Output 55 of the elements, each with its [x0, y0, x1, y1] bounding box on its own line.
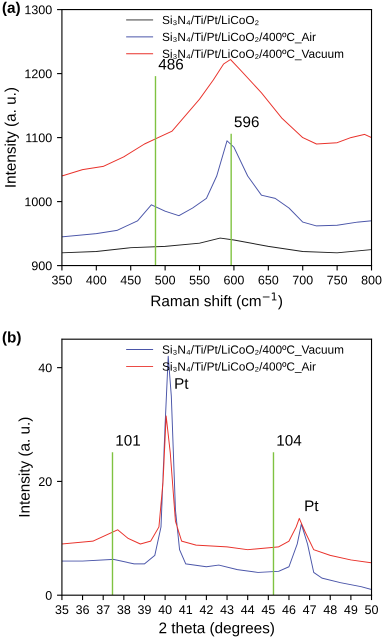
x-tick-label: 41 — [179, 605, 192, 614]
x-tick-label: 38 — [117, 605, 130, 614]
y-axis-title: Intensity (a. u.) — [4, 88, 19, 187]
legend-label: Si₃N₄/Ti/Pt/LiCoO₂/400ºC_Vacuum — [162, 345, 344, 356]
x-tick-label: 37 — [96, 605, 110, 614]
x-tick-label: 43 — [220, 605, 234, 614]
x-tick-label: 46 — [282, 605, 296, 614]
x-tick-label: 450 — [120, 276, 141, 285]
annotation: Pt — [175, 378, 188, 389]
chart-title: (a) — [2, 2, 20, 16]
annotation: 596 — [234, 116, 259, 128]
annotation: 486 — [158, 58, 184, 70]
x-tick-label: 800 — [362, 276, 382, 285]
x-tick-label: 600 — [224, 276, 244, 285]
y-tick-label: 40 — [38, 363, 52, 372]
x-tick-label: 39 — [138, 605, 151, 614]
x-tick-label: 48 — [324, 605, 337, 614]
line-series — [62, 238, 372, 254]
x-tick-label: 44 — [241, 605, 254, 614]
x-tick-label: 45 — [262, 605, 275, 614]
x-tick-label: 750 — [327, 276, 348, 285]
x-tick-label: 400 — [86, 276, 106, 285]
line-series — [62, 356, 372, 590]
y-tick-label: 0 — [46, 591, 52, 600]
legend-label: Si₃N₄/Ti/Pt/LiCoO₂/400ºC_Vacuum — [162, 49, 344, 60]
x-axis-title: Raman shift (cm$^{−1}$) — [152, 292, 282, 310]
y-tick-label: 1000 — [25, 197, 52, 206]
x-axis-title: 2 theta (degrees) — [159, 622, 274, 636]
y-axis-title: Intensity (a. u.) — [18, 418, 33, 516]
y-tick-label: 1300 — [25, 5, 52, 14]
x-tick-label: 350 — [52, 276, 72, 285]
line-series — [62, 416, 372, 564]
annotation: 104 — [277, 434, 302, 446]
y-tick-label: 1100 — [26, 133, 52, 142]
x-tick-label: 42 — [200, 605, 213, 614]
y-tick-label: 1200 — [25, 69, 52, 78]
x-tick-label: 47 — [302, 605, 316, 614]
x-tick-label: 35 — [55, 605, 68, 614]
chart-title: (b) — [2, 331, 21, 346]
annotation: 101 — [116, 434, 140, 446]
x-tick-label: 50 — [365, 605, 378, 614]
line-series — [62, 140, 372, 238]
legend-label: Si₃N₄/Ti/Pt/LiCoO₂/400ºC_Air — [162, 32, 316, 44]
legend-label: Si₃N₄/Ti/Pt/LiCoO₂ — [162, 16, 259, 26]
y-tick-label: 20 — [38, 477, 52, 486]
x-tick-label: 650 — [258, 276, 278, 285]
x-tick-label: 36 — [76, 605, 89, 614]
y-tick-label: 900 — [32, 261, 52, 270]
x-tick-label: 40 — [158, 605, 172, 614]
x-tick-label: 550 — [190, 276, 210, 285]
x-tick-label: 700 — [292, 276, 313, 285]
annotation: Pt — [305, 500, 318, 512]
x-tick-label: 49 — [344, 605, 358, 614]
line-series — [62, 59, 372, 176]
x-tick-label: 500 — [155, 276, 176, 285]
